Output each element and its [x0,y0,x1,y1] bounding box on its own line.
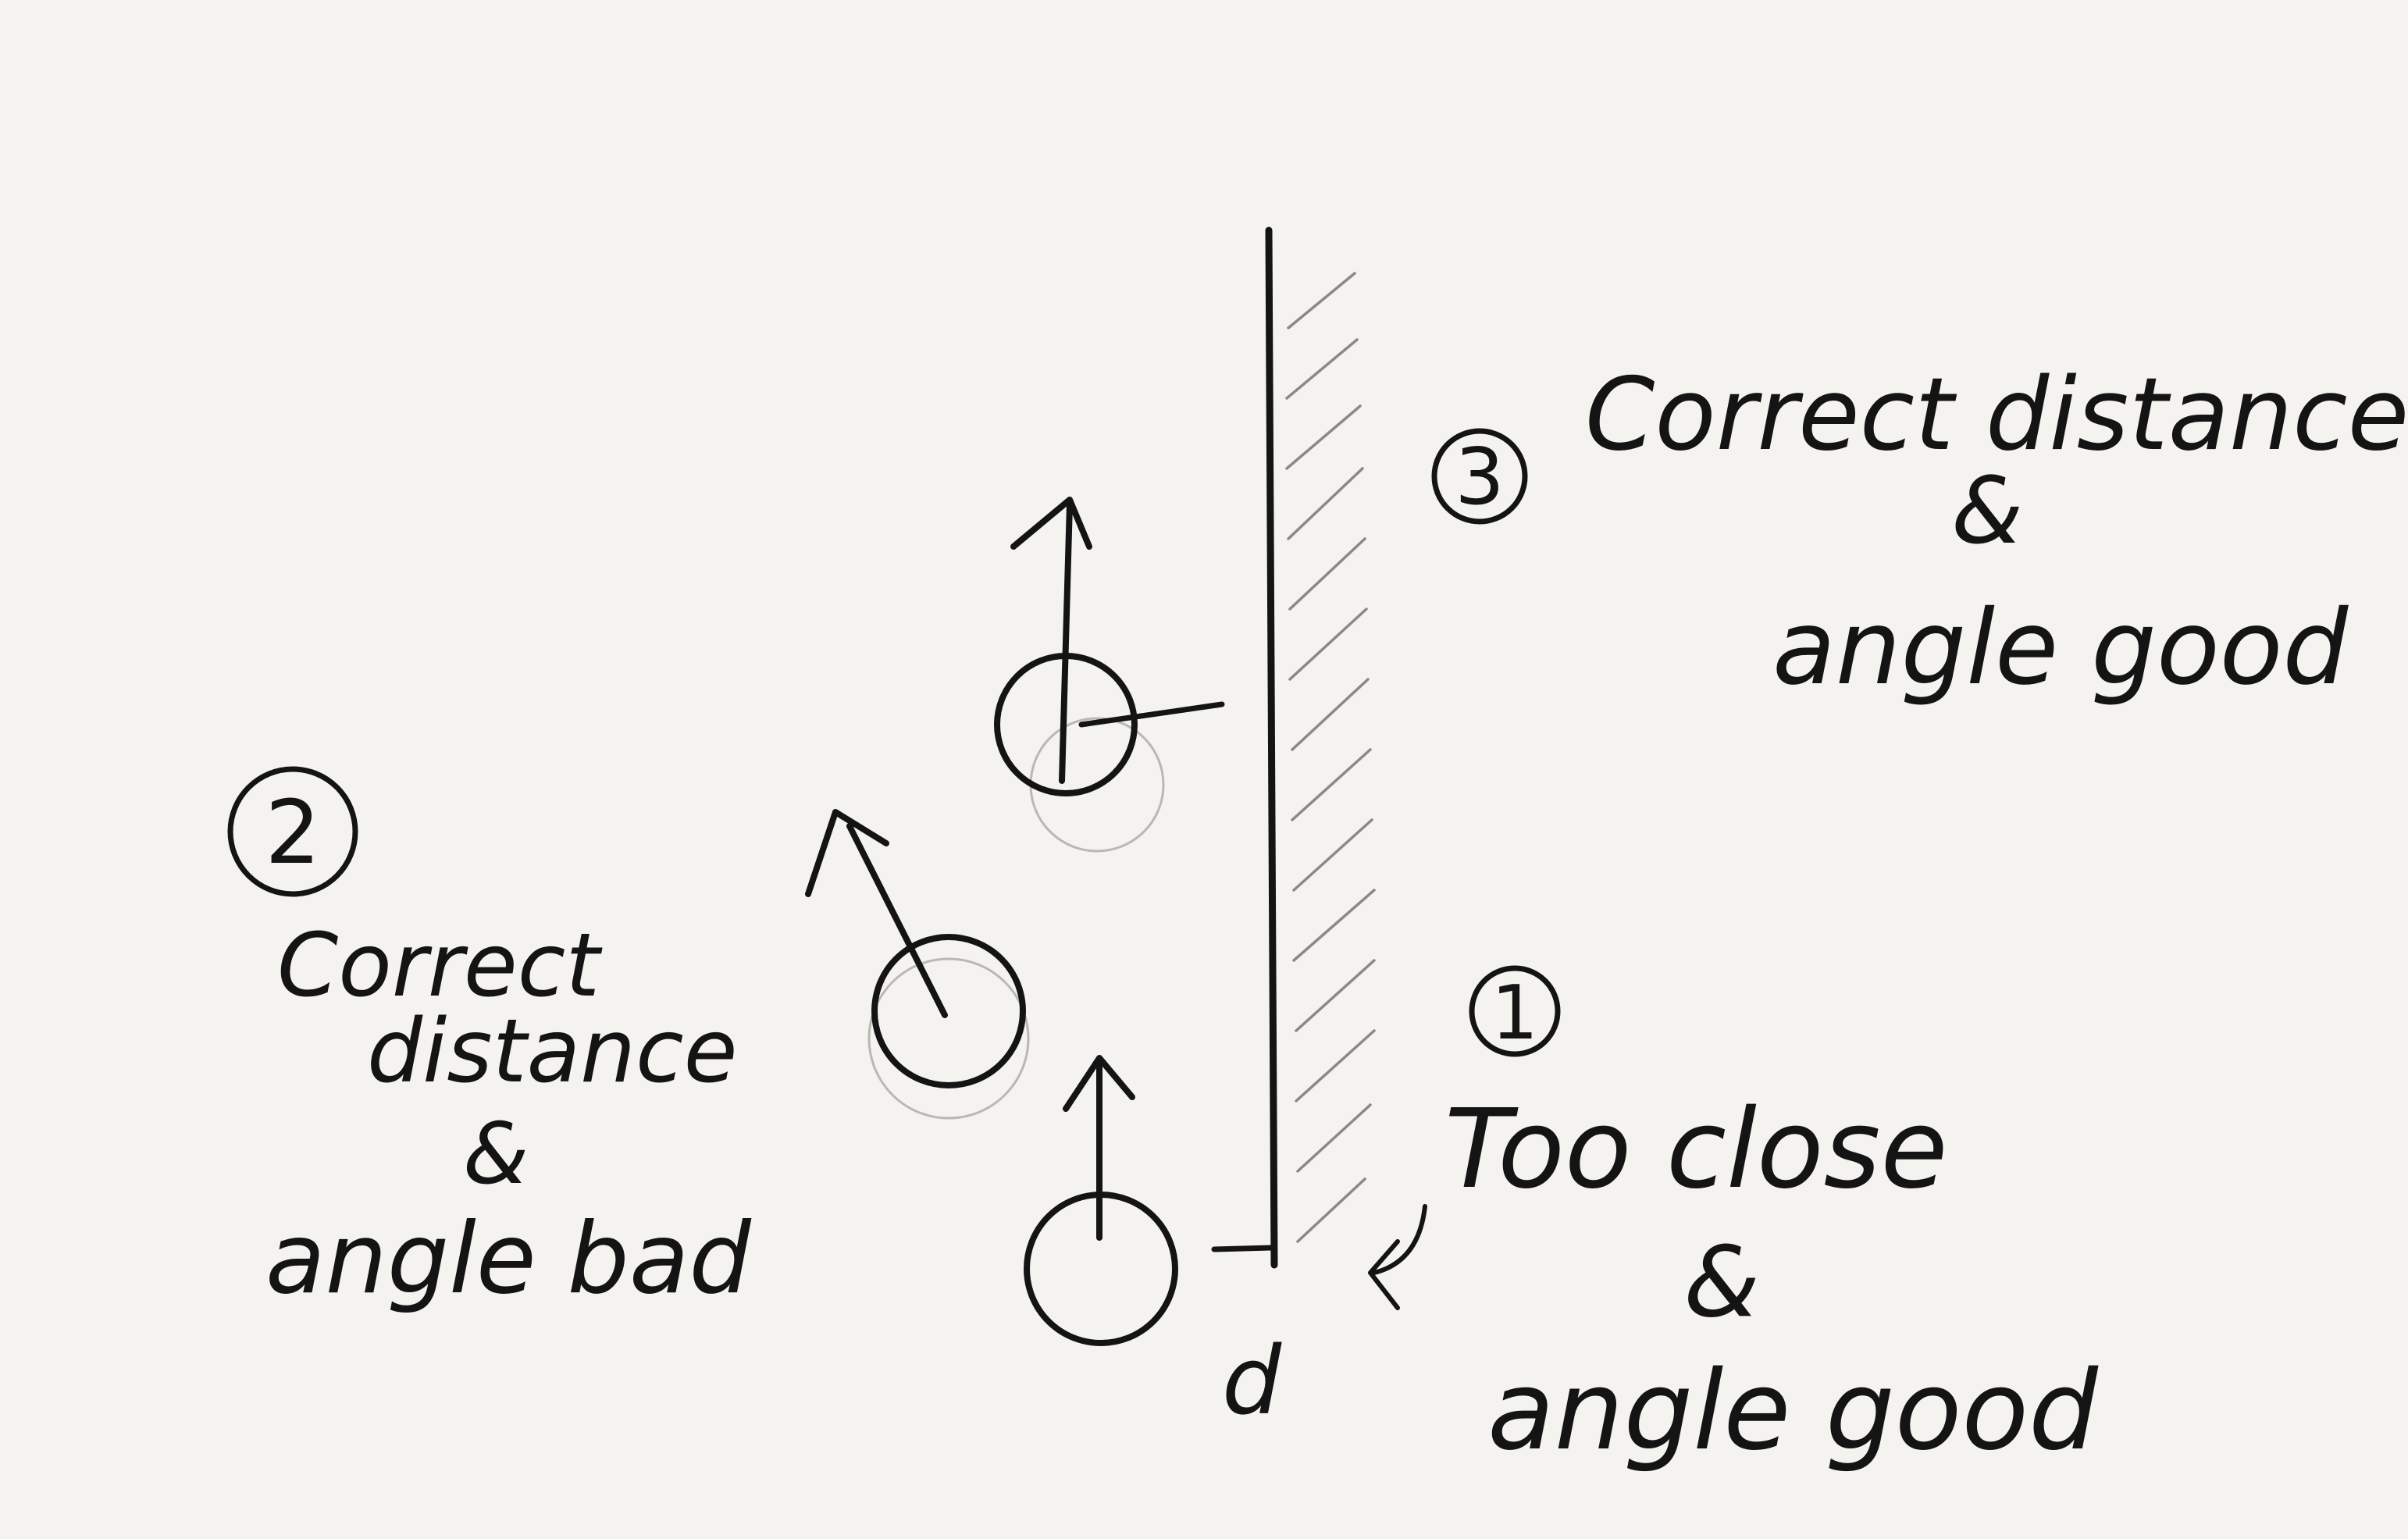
case-2-line-2: distance [367,1001,738,1103]
robot-3 [994,497,1225,853]
case-3-line-2: & [1951,457,2023,565]
robot-3-heading-arrow [1059,501,1073,784]
svg-text:2: 2 [265,782,320,884]
case-2-label: Correct distance & angle bad [265,915,751,1316]
case-2-line-1: Correct [277,915,603,1017]
wall-hatching [1285,272,1376,1243]
marker-3: 3 [1431,428,1528,525]
robot-2 [805,809,1030,1120]
robot-3-sensor-ray [1078,701,1225,728]
robot-1-distance-bar [1211,1245,1274,1252]
distance-label: d [1222,1327,1282,1436]
wall-line [1265,226,1278,1269]
robot-2-body [871,934,1026,1088]
case-1-line-2: & [1683,1226,1759,1339]
svg-text:3: 3 [1455,431,1505,522]
robot-1 [1024,1055,1274,1346]
case-1-line-1: Too close [1444,1086,1948,1213]
gap-pointer-arrow [1368,1204,1427,1310]
case-3-line-3: angle good [1772,588,2349,708]
case-2-line-4: angle bad [265,1202,751,1316]
svg-text:1: 1 [1491,971,1538,1056]
case-1-label: Too close & angle good [1444,1086,2099,1475]
case-3-label: Correct distance & angle good [1585,357,2408,708]
robot-3-arrowhead [1010,497,1092,550]
case-1-line-3: angle good [1487,1348,2099,1475]
robot-2-arrowhead [805,809,889,897]
robot-2-heading-arrow [846,823,948,1018]
case-2-line-3: & [463,1106,529,1203]
robot-1-arrowhead [1063,1055,1135,1112]
marker-1: 1 [1469,965,1561,1057]
marker-2: 2 [227,766,358,897]
case-3-line-1: Correct distance [1585,357,2408,473]
